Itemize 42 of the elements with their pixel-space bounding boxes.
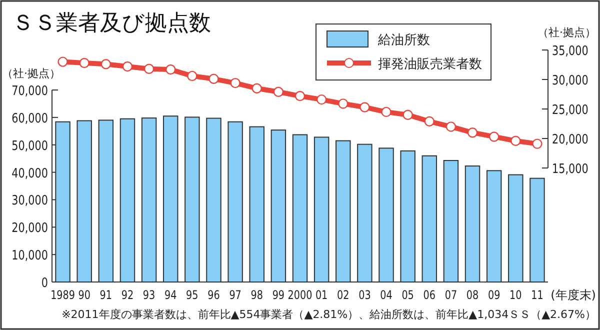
y-tick-label: 20,000 [12, 220, 48, 236]
y2-tick-label: 20,000 [552, 131, 588, 147]
x-tick-label: 99 [272, 288, 285, 302]
x-tick-label: 96 [208, 288, 220, 302]
x-tick-label: 05 [402, 288, 414, 302]
x-tick-label: 90 [78, 288, 91, 302]
y2-axis-title: （社·拠点） [538, 26, 596, 39]
x-tick-label: 01 [315, 288, 328, 302]
y-tick-label: 40,000 [12, 165, 48, 181]
y2-tick-label: 30,000 [552, 72, 588, 88]
chart-title: ＳＳ業者及び拠点数 [12, 11, 211, 36]
x-tick-label: 91 [100, 288, 112, 302]
x-tick-label: 04 [380, 288, 392, 302]
x-tick-label: 07 [444, 288, 458, 302]
y2-tick-label: 15,000 [552, 160, 588, 176]
x-tick-label: 2000 [288, 288, 312, 302]
y2-tick-label: 35,000 [552, 42, 588, 58]
x-tick-label: 97 [229, 288, 242, 302]
x-tick-label: 08 [466, 288, 479, 302]
x-tick-label: 1989 [50, 288, 76, 302]
y-tick-label: 60,000 [12, 110, 48, 126]
x-tick-label: 11 [531, 288, 544, 302]
y-tick-label: 0 [41, 274, 48, 290]
x-tick-label: 09 [488, 288, 500, 302]
x-tick-label: 98 [250, 288, 264, 302]
y-axis-title: （社·拠点） [2, 67, 60, 80]
y-tick-label: 70,000 [12, 82, 48, 98]
x-tick-label: 10 [510, 288, 522, 302]
x-tick-label: 03 [358, 288, 371, 302]
x-tick-label: 95 [186, 288, 198, 302]
x-tick-label: 92 [121, 288, 134, 302]
y-tick-label: 30,000 [12, 192, 48, 208]
legend-label: 給油所数 [377, 33, 430, 48]
text: ※2011年度の事業者数は、前年比▲554事業者（▲2.81%）、給油所数は、前年比▲1,034ＳＳ（▲2.67%） [62, 308, 596, 321]
y2-tick-label: 25,000 [552, 102, 588, 118]
x-tick-label: 94 [164, 288, 177, 302]
y-tick-label: 50,000 [12, 138, 48, 154]
x-axis-title: (年度末) [550, 288, 596, 302]
x-tick-label: 93 [142, 288, 156, 302]
x-tick-label: 06 [423, 288, 436, 302]
y-tick-label: 10,000 [12, 247, 48, 263]
x-tick-label: 02 [337, 288, 350, 302]
